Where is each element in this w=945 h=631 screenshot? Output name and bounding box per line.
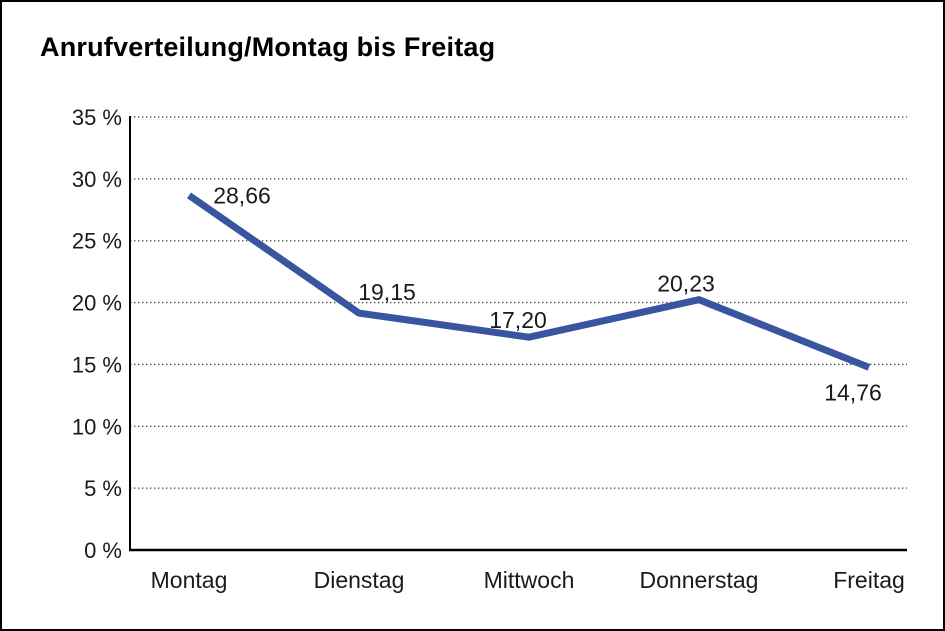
y-tick-label: 0 % [84,538,122,563]
y-tick-label: 25 % [72,229,122,254]
data-label: 19,15 [358,279,416,305]
y-tick-label: 30 % [72,167,122,192]
data-line [187,192,871,371]
data-label: 20,23 [657,271,715,297]
y-tick-label: 10 % [72,414,122,439]
x-category-label: Mittwoch [484,567,575,593]
data-label: 17,20 [489,307,547,333]
x-category-label: Dienstag [314,567,405,593]
y-tick-label: 35 % [72,105,122,130]
y-tick-label: 5 % [84,476,122,501]
data-label: 28,66 [213,182,271,208]
x-category-label: Freitag [833,567,905,593]
x-category-label: Montag [151,567,228,593]
y-tick-label: 20 % [72,291,122,316]
data-label: 14,76 [824,379,882,405]
chart-title: Anrufverteilung/Montag bis Freitag [40,32,496,62]
y-tick-label: 15 % [72,352,122,377]
x-category-label: Donnerstag [640,567,759,593]
